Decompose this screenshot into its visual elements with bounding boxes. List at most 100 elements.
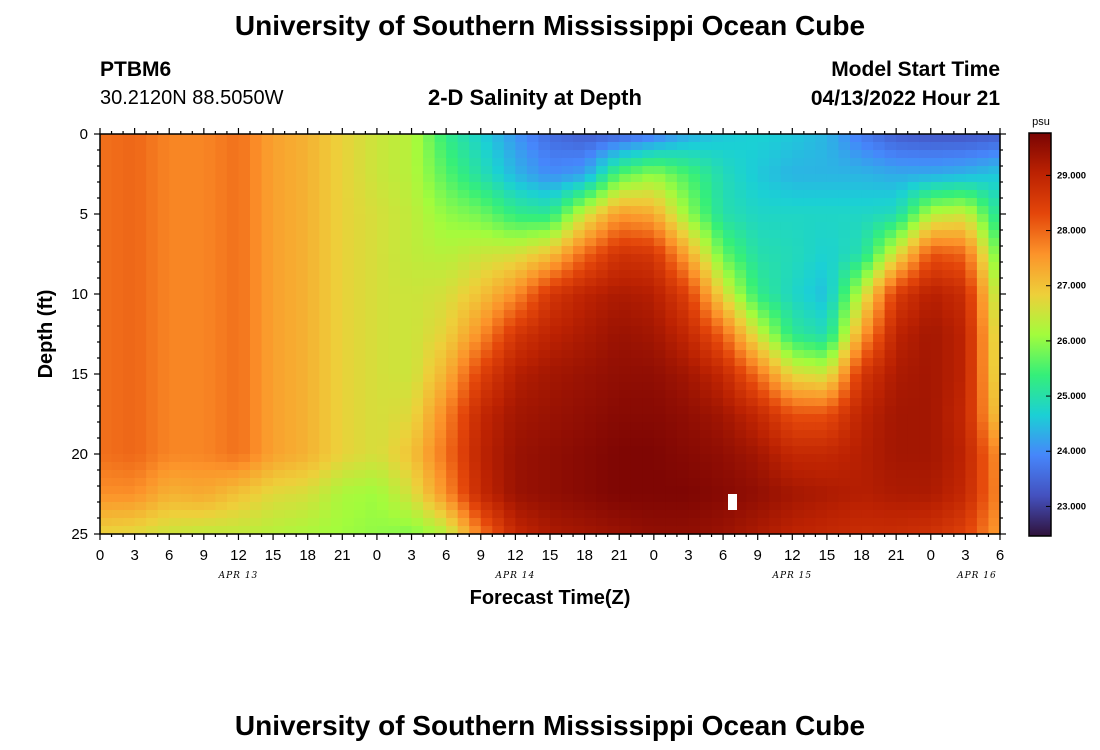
heatmap-cell — [538, 526, 551, 535]
heatmap-cell — [930, 278, 943, 287]
heatmap-cell — [930, 326, 943, 335]
heatmap-cell — [226, 206, 240, 215]
heatmap-cell — [469, 470, 482, 479]
heatmap-cell — [653, 294, 666, 303]
heatmap-cell — [653, 390, 666, 399]
heatmap-cell — [100, 270, 113, 279]
x-tick-label: 18 — [853, 547, 870, 564]
heatmap-cell — [896, 350, 909, 359]
heatmap-cell — [238, 430, 251, 439]
heatmap-cell — [630, 510, 643, 519]
heatmap-cell — [307, 342, 320, 351]
heatmap-cell — [607, 358, 620, 367]
heatmap-cell — [792, 150, 805, 159]
heatmap-cell — [169, 478, 182, 487]
heatmap-cell — [930, 422, 943, 431]
heatmap-cell — [896, 222, 909, 231]
heatmap-cell — [307, 294, 320, 303]
heatmap-cell — [642, 350, 655, 359]
heatmap-cell — [423, 526, 436, 535]
heatmap-cell — [792, 310, 805, 319]
heatmap-cell — [907, 134, 920, 143]
heatmap-cell — [538, 198, 551, 207]
heatmap-cell — [353, 142, 366, 151]
heatmap-cell — [838, 238, 851, 247]
heatmap-cell — [307, 422, 320, 431]
heatmap-cell — [584, 414, 597, 423]
heatmap-cell — [307, 414, 320, 423]
heatmap-cell — [538, 478, 551, 487]
heatmap-cell — [873, 526, 886, 535]
heatmap-cell — [884, 230, 897, 239]
heatmap-cell — [203, 302, 216, 311]
heatmap-cell — [215, 134, 228, 143]
heatmap-cell — [665, 238, 678, 247]
heatmap-cell — [930, 182, 943, 191]
heatmap-cell — [296, 414, 309, 423]
heatmap-cell — [515, 438, 528, 447]
heatmap-cell — [815, 446, 828, 455]
heatmap-cell — [400, 390, 413, 399]
heatmap-cell — [861, 334, 874, 343]
heatmap-cell — [953, 494, 966, 503]
heatmap-cell — [711, 414, 724, 423]
heatmap-cell — [803, 318, 816, 327]
heatmap-cell — [538, 358, 551, 367]
heatmap-cell — [953, 478, 966, 487]
heatmap-cell — [873, 342, 886, 351]
heatmap-cell — [423, 374, 436, 383]
heatmap-cell — [134, 374, 147, 383]
heatmap-cell — [873, 270, 886, 279]
heatmap-cell — [688, 214, 701, 223]
heatmap-cell — [907, 294, 920, 303]
heatmap-cell — [480, 182, 493, 191]
heatmap-cell — [226, 134, 240, 143]
heatmap-cell — [492, 502, 505, 511]
heatmap-cell — [792, 134, 805, 143]
heatmap-cell — [850, 374, 863, 383]
heatmap-cell — [838, 494, 851, 503]
heatmap-cell — [250, 374, 263, 383]
heatmap-cell — [734, 166, 747, 175]
heatmap-cell — [769, 502, 782, 511]
heatmap-cell — [942, 366, 955, 375]
heatmap-cell — [619, 286, 632, 295]
heatmap-cell — [561, 286, 574, 295]
heatmap-cell — [688, 382, 701, 391]
heatmap-cell — [757, 158, 770, 167]
heatmap-cell — [503, 358, 516, 367]
heatmap-cell — [676, 150, 690, 159]
heatmap-cell — [884, 286, 897, 295]
heatmap-cell — [434, 430, 447, 439]
heatmap-cell — [803, 254, 816, 263]
heatmap-cell — [746, 294, 759, 303]
heatmap-cell — [526, 142, 540, 151]
heatmap-cell — [492, 422, 505, 431]
heatmap-cell — [446, 350, 459, 359]
heatmap-cell — [376, 230, 390, 239]
heatmap-cell — [180, 174, 193, 183]
heatmap-cell — [192, 278, 205, 287]
heatmap-cell — [676, 310, 690, 319]
heatmap-cell — [561, 438, 574, 447]
heatmap-cell — [907, 142, 920, 151]
heatmap-cell — [353, 166, 366, 175]
heatmap-cell — [296, 462, 309, 471]
heatmap-cell — [457, 350, 470, 359]
heatmap-cell — [780, 342, 793, 351]
heatmap-cell — [896, 206, 909, 215]
heatmap-cell — [376, 494, 390, 503]
heatmap-cell — [676, 494, 690, 503]
heatmap-cell — [826, 262, 840, 271]
heatmap-cell — [723, 302, 736, 311]
heatmap-cell — [134, 478, 147, 487]
heatmap-cell — [861, 278, 874, 287]
heatmap-cell — [907, 414, 920, 423]
heatmap-cell — [296, 230, 309, 239]
heatmap-cell — [746, 342, 759, 351]
heatmap-cell — [146, 150, 159, 159]
heatmap-cell — [100, 446, 113, 455]
heatmap-cell — [665, 390, 678, 399]
heatmap-cell — [988, 454, 1001, 463]
heatmap-cell — [411, 150, 424, 159]
